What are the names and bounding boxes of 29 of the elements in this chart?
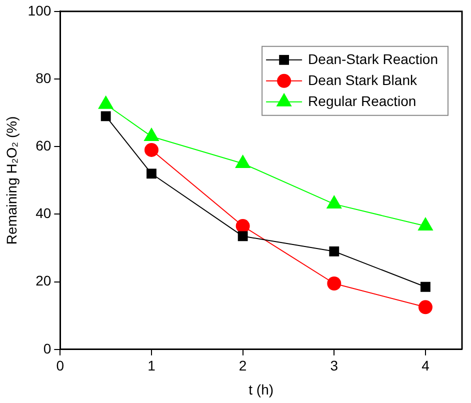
y-tick-label: 0 (43, 340, 52, 356)
x-axis-title: t (h) (248, 381, 274, 398)
point (146, 168, 156, 179)
x-tick-label: 2 (238, 358, 247, 374)
y-tick-label: 20 (36, 272, 52, 289)
point (235, 154, 251, 168)
x-tick-label: 4 (422, 358, 430, 374)
point (329, 246, 340, 256)
y-tick-label: 100 (28, 2, 52, 18)
point (236, 219, 250, 234)
y-axis-title: Remaining H₂O₂ (%) (3, 116, 20, 245)
point (326, 195, 342, 209)
point (238, 231, 248, 242)
point (98, 95, 114, 109)
legend-label: Dean-Stark Reaction (308, 50, 438, 67)
y-tick-label: 60 (36, 137, 52, 154)
legend-label: Regular Reaction (308, 92, 416, 109)
y-tick-label: 40 (36, 205, 52, 222)
legend-label: Dean Stark Blank (308, 72, 418, 88)
point (420, 282, 430, 292)
point (418, 217, 434, 231)
point (327, 276, 342, 290)
point (418, 300, 432, 314)
point (144, 142, 158, 157)
x-tick-label: 0 (56, 358, 64, 374)
x-tick-label: 1 (148, 358, 156, 374)
x-tick-label: 3 (330, 358, 338, 374)
y-tick-label: 80 (36, 70, 52, 86)
point (144, 127, 160, 141)
